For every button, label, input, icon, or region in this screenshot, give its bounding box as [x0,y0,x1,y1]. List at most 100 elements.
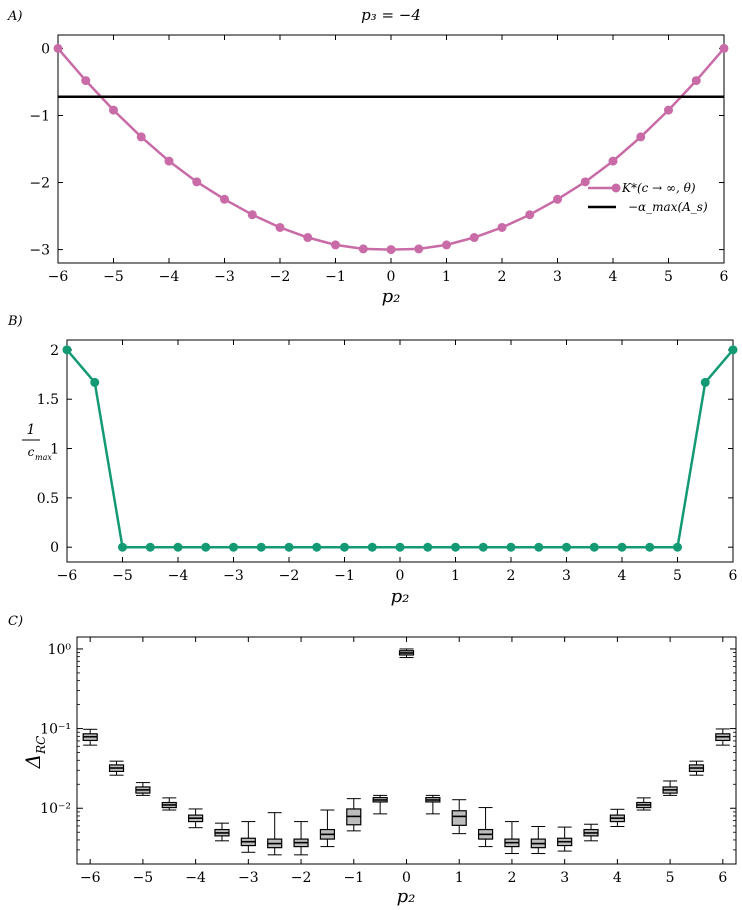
y-tick-label: 1 [50,442,59,458]
box-plot [161,797,177,811]
x-tick-label: 1 [451,568,460,584]
data-point [229,542,238,552]
x-tick-label: −3 [223,568,244,584]
panel-c-boxes [82,648,731,856]
box-plot [214,822,230,842]
panel-b: B) −6 −5 −4 −3 −2 −1 0 1 2 3 4 5 6 00.511.52 p₂ 1 c … [7,314,738,607]
x-tick-label: 3 [562,568,571,584]
box-plot [425,794,441,815]
data-point [247,210,257,220]
y-tick-label: 1.5 [37,392,59,408]
panel-b-y-label-num: 1 [27,422,36,438]
data-point [414,244,424,254]
box-plot [609,808,625,827]
data-point [617,542,627,552]
data-point [442,240,451,250]
panel-b-frame [66,339,734,563]
box-plot [398,648,415,659]
x-tick-label: −6 [80,870,101,886]
data-point [580,177,590,187]
box-plot [346,798,362,832]
box-plot [108,760,125,776]
box-plot [504,821,520,855]
box-plot [188,808,204,829]
panel-b-tag: B) [7,314,23,329]
data-point [553,194,562,204]
x-tick-label: −6 [48,269,69,285]
panel-b-y-label-den: c [28,445,35,459]
panel-a-frame [57,34,725,264]
data-point [62,345,72,355]
x-tick-label: −3 [238,870,259,886]
data-point [664,105,673,115]
x-tick-label: 1 [455,870,464,886]
data-point [562,542,571,552]
panel-a-x-axis-label: p₂ [382,286,401,307]
box-plot [662,780,678,796]
x-tick-label: 4 [613,870,622,886]
x-tick-label: 0 [402,870,411,886]
data-point [691,76,701,86]
box-plot [530,825,546,855]
panel-b-series [62,345,738,552]
box-plot [557,826,573,852]
x-tick-label: −3 [214,269,235,285]
y-tick-label: 2 [50,343,59,359]
data-point [497,222,507,232]
data-point [256,542,266,552]
data-point [173,542,183,552]
data-point [312,542,322,552]
y-tick-label: −1 [29,108,50,124]
data-point [589,542,599,552]
data-point [53,43,63,53]
data-point [645,542,655,552]
x-tick-label: 2 [498,269,507,285]
panel-a-y-ticks: 0 −1 −2 −3 [29,41,724,259]
data-point [728,345,738,355]
data-point [90,377,100,387]
x-tick-label: 0 [396,568,405,584]
panel-c-y-axis-label: ΔRC [21,736,48,770]
box-plot [82,728,98,746]
y-tick-label: 0 [50,540,59,556]
x-tick-label: 3 [553,269,562,285]
data-point [423,542,433,552]
x-tick-label: −1 [343,870,364,886]
panel-c-x-ticks: −6 −5 −4 −3 −2 −1 0 1 2 3 4 5 6 [80,637,727,886]
panel-c-frame [76,636,737,865]
data-point [331,240,340,250]
x-tick-label: 6 [718,870,727,886]
box-plot [477,807,494,848]
y-tick-label: 10⁰ [48,642,72,658]
legend-label-k-star: K*(c → ∞, θ) [621,181,696,195]
box-plot [451,799,467,835]
panel-a-tag: A) [7,9,22,24]
x-tick-label: 4 [609,269,618,285]
x-tick-label: −2 [270,269,291,285]
x-tick-label: −2 [291,870,312,886]
x-tick-label: 5 [673,568,682,584]
legend-label-alpha-max: −α_max(A_s) [628,200,708,214]
x-tick-label: −1 [325,269,346,285]
box-plot [372,794,388,815]
data-point [525,210,535,220]
panel-b-y-ticks: 0 0.5 1 1.5 2 [37,343,733,556]
y-tick-label: 0 [41,41,50,57]
box-plot [583,823,599,842]
x-tick-label: −6 [57,568,78,584]
panel-b-x-axis-label: p₂ [391,586,410,607]
data-point [303,233,313,243]
data-point [118,542,127,552]
data-point [136,132,146,142]
panel-a-series [53,43,729,255]
x-tick-label: 1 [442,269,451,285]
x-tick-label: −5 [112,568,133,584]
data-point [506,542,516,552]
panel-c-x-axis-label: p₂ [397,886,416,907]
panel-c: C) −6 −5 −4 −3 −2 −1 0 1 2 3 4 5 6 10⁰ 10⁻¹ 10⁻² p₂ ΔR… [8,614,737,907]
data-point [284,542,294,552]
data-point [469,233,479,243]
data-point [673,542,682,552]
x-tick-label: 6 [720,269,729,285]
